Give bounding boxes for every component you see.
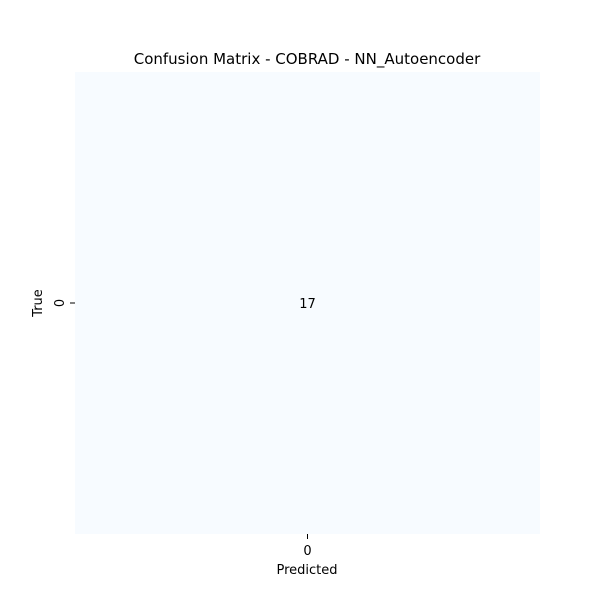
y-tick-label: 0 <box>53 299 68 307</box>
heatmap-cell-labels: 17 <box>299 297 316 312</box>
chart-title: Confusion Matrix - COBRAD - NN_Autoencod… <box>134 50 481 69</box>
y-axis-ticks: 0 <box>53 299 75 307</box>
x-axis-ticks: 0 <box>303 534 312 559</box>
heatmap-cells <box>75 72 540 534</box>
x-tick-label: 0 <box>303 544 311 559</box>
heatmap-cell-value: 17 <box>299 297 316 312</box>
heatmap-cell <box>75 72 540 534</box>
x-axis-label: Predicted <box>276 563 337 578</box>
y-axis-label: True <box>31 289 46 318</box>
